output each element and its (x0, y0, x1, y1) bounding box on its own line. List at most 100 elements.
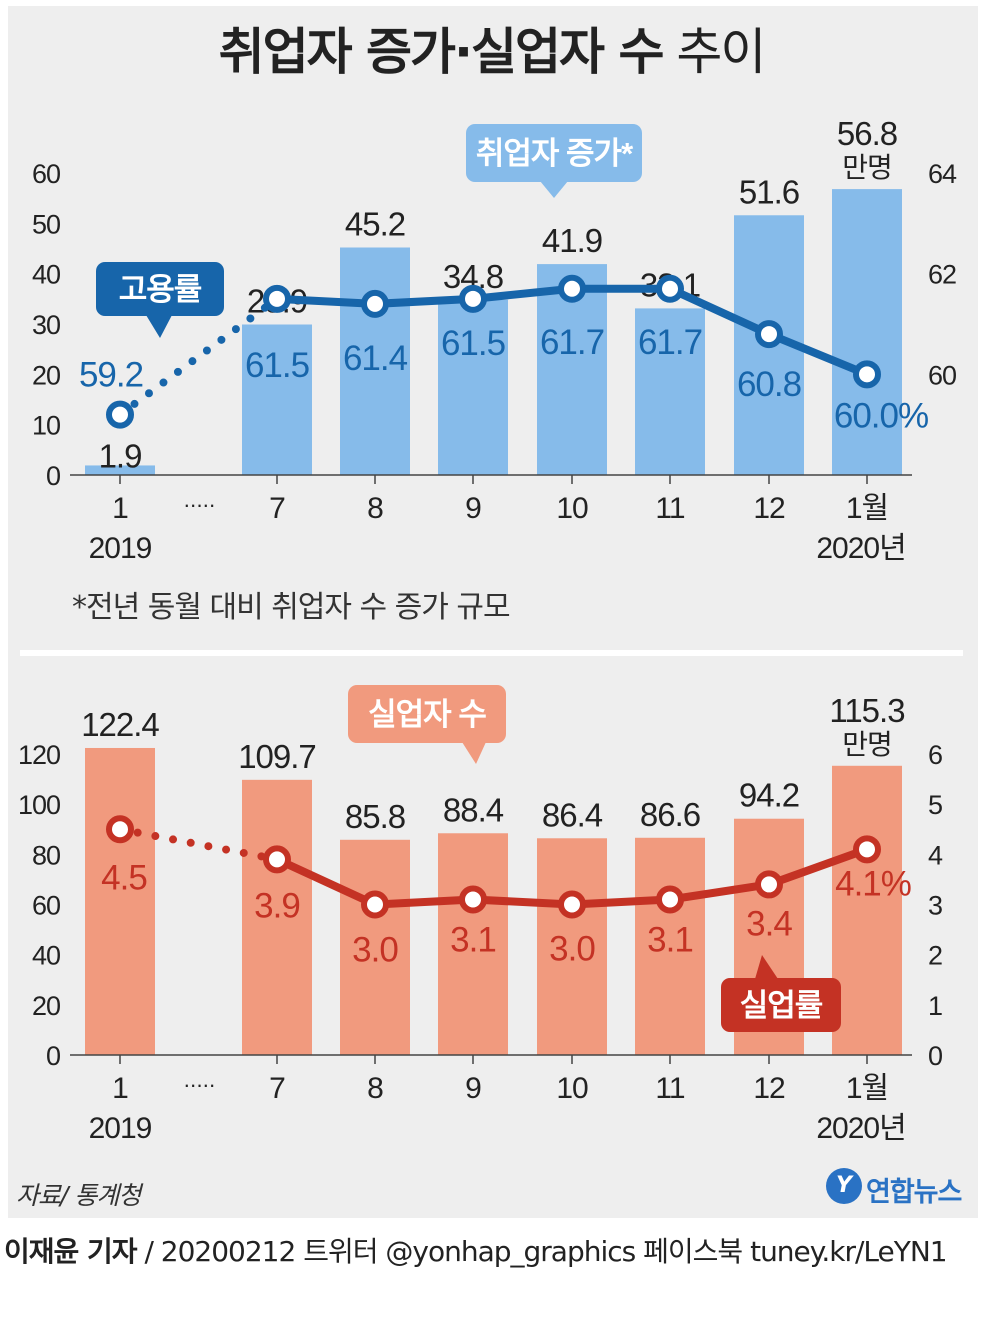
line-point (459, 284, 487, 313)
x-tick-label: 7 (269, 1072, 285, 1105)
x-tick-label: 11 (655, 1072, 684, 1105)
line-point (361, 289, 389, 318)
line-point (656, 885, 684, 914)
bar-value-label: 1.9 (99, 437, 142, 474)
unit-label: 만명 (842, 729, 892, 760)
bar-value-label: 94.2 (739, 777, 799, 814)
line-point (755, 870, 783, 899)
y-tick-right: 4 (928, 840, 943, 870)
y-tick-left: 40 (32, 260, 60, 290)
line-point (853, 835, 881, 864)
line-value-label: 3.1 (647, 920, 693, 959)
line-point (853, 360, 881, 389)
x-tick-label: 9 (465, 1072, 481, 1105)
year-label-end: 2020년 (816, 1112, 905, 1145)
line-point (459, 885, 487, 914)
badge-employment-increase: 취업자 증가* (466, 124, 642, 198)
logo-text: 연합뉴스 (866, 1177, 962, 1208)
y-tick-left: 60 (32, 159, 60, 189)
line-value-label: 61.7 (540, 323, 604, 362)
bar-value-label: 115.3 (829, 692, 904, 729)
line-point (361, 890, 389, 919)
bar (537, 838, 607, 1055)
line-point (558, 890, 586, 919)
year-label-end: 2020년 (816, 532, 905, 565)
x-tick-label: 9 (465, 492, 481, 525)
line-value-label: 60.0% (834, 396, 928, 435)
x-tick-label: 12 (753, 1072, 785, 1105)
badge-unemployed-count-box (348, 685, 506, 743)
x-tick-label: 1월 (846, 1072, 888, 1105)
badge-employment-increase-box (466, 124, 642, 182)
bar (635, 837, 705, 1055)
y-tick-right: 60 (928, 360, 956, 390)
footnote: *전년 동월 대비 취업자 수 증가 규모 (72, 590, 511, 625)
bar-value-label: 85.8 (345, 798, 405, 835)
line-value-label: 3.1 (450, 920, 496, 959)
bar (242, 779, 312, 1055)
bar-value-label: 86.4 (542, 796, 603, 833)
y-tick-left: 50 (32, 209, 60, 239)
y-tick-right: 6 (928, 740, 942, 770)
y-tick-right: 5 (928, 790, 942, 820)
bar-value-label: 122.4 (81, 706, 159, 743)
y-tick-right: 3 (928, 891, 942, 921)
line-point (755, 320, 783, 349)
line-value-label: 3.4 (746, 904, 792, 943)
bar (438, 299, 508, 475)
y-tick-left: 120 (18, 740, 60, 770)
bar-value-label: 51.6 (739, 173, 799, 210)
line-value-label: 3.0 (352, 931, 398, 970)
badge-unemployment-rate-tail (755, 955, 778, 979)
badge-employment-rate-tail (146, 315, 172, 338)
bar-value-label: 88.4 (443, 791, 504, 828)
x-tick-label: 8 (367, 1072, 383, 1105)
bar (438, 833, 508, 1055)
bar-value-label: 86.6 (640, 796, 700, 833)
chart-divider (20, 650, 963, 656)
bar-value-label: 56.8 (837, 115, 897, 152)
source-label: 자료/ 통계청 (16, 1181, 141, 1210)
reporter-name: 이재윤 기자 (4, 1235, 138, 1268)
line-value-label: 4.5 (101, 858, 147, 897)
badge-unemployed-count: 실업자 수 (348, 685, 506, 764)
y-tick-right: 0 (928, 1041, 942, 1071)
x-axis-gap-marker: ····· (183, 1072, 215, 1097)
title-main: 취업자 증가·실업자 수 (218, 23, 665, 81)
line-value-label: 3.9 (254, 886, 300, 925)
y-tick-left: 0 (46, 1041, 60, 1071)
y-tick-right: 1 (928, 991, 942, 1021)
badge-employment-rate: 고용률 (96, 262, 224, 338)
line-point (106, 815, 134, 844)
line-value-label: 3.0 (549, 930, 595, 969)
x-tick-label: 10 (556, 492, 588, 525)
y-tick-left: 0 (46, 461, 60, 491)
y-tick-left: 10 (32, 411, 60, 441)
bar (340, 839, 410, 1055)
badge-employment-increase-label: 취업자 증가* (476, 136, 634, 171)
bar (832, 765, 902, 1055)
bar-value-label: 45.2 (345, 205, 405, 242)
y-tick-left: 100 (18, 790, 60, 820)
badge-employment-rate-label: 고용률 (119, 272, 202, 307)
year-label-start: 2019 (89, 532, 152, 565)
logo-icon: Y (826, 1168, 862, 1204)
badge-unemployment-rate: 실업률 (721, 955, 841, 1032)
badge-unemployed-count-label: 실업자 수 (368, 697, 486, 732)
badge-unemployed-count-tail (462, 742, 486, 764)
line-value-label: 60.8 (737, 365, 801, 404)
y-tick-right: 62 (928, 260, 956, 290)
y-tick-left: 20 (32, 991, 60, 1021)
x-tick-label: 7 (269, 492, 285, 525)
bar (242, 324, 312, 475)
x-tick-label: 11 (655, 492, 684, 525)
y-tick-left: 80 (32, 840, 60, 870)
line-point (263, 284, 291, 313)
line-point (558, 274, 586, 303)
unit-label: 만명 (842, 152, 892, 183)
year-label-start: 2019 (89, 1112, 152, 1145)
line-dotted-segment (116, 294, 281, 419)
title-rest: 추이 (676, 23, 766, 81)
badge-employment-increase-tail (540, 181, 568, 198)
line-value-label: 59.2 (79, 356, 143, 395)
